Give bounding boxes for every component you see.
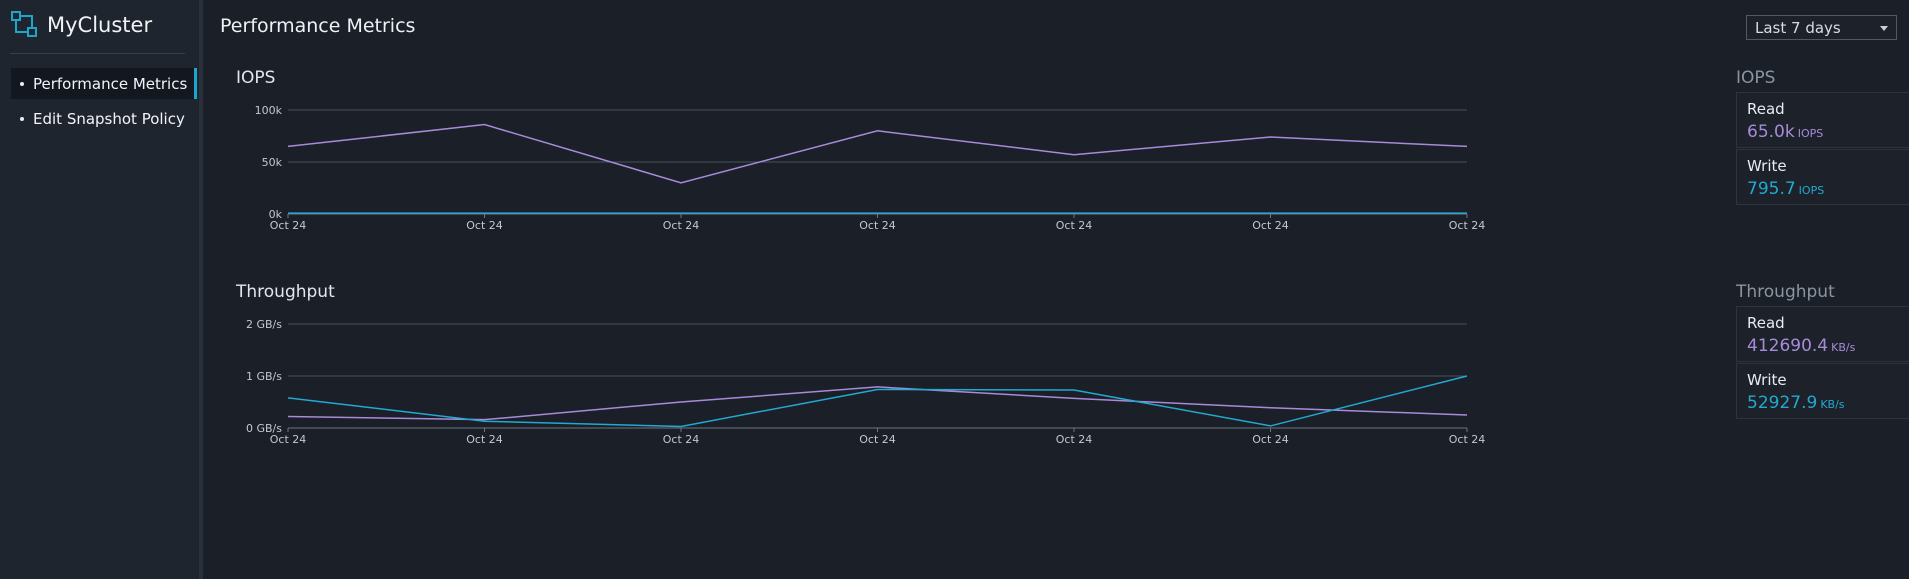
throughput-write-stat: Write 52927.9 KB/s bbox=[1736, 363, 1909, 419]
x-tick-label: Oct 24 bbox=[1252, 219, 1289, 232]
bullet-icon bbox=[20, 116, 24, 121]
caret-down-icon bbox=[1880, 26, 1888, 31]
y-tick-label: 0 GB/s bbox=[246, 422, 282, 435]
stat-value: 795.7 IOPS bbox=[1747, 179, 1909, 199]
sidebar-item-label: Edit Snapshot Policy bbox=[33, 109, 185, 128]
y-tick-label: 50k bbox=[262, 156, 283, 169]
throughput-panel-title: Throughput bbox=[1736, 282, 1835, 302]
x-tick-label: Oct 24 bbox=[663, 219, 700, 232]
iops-chart-title: IOPS bbox=[236, 68, 276, 88]
time-range-value: Last 7 days bbox=[1755, 19, 1841, 37]
stat-unit: KB/s bbox=[1831, 341, 1856, 354]
x-tick-label: Oct 24 bbox=[1449, 433, 1486, 446]
x-tick-label: Oct 24 bbox=[1056, 433, 1093, 446]
iops-write-value: 795.7 bbox=[1747, 179, 1796, 199]
bullet-icon bbox=[20, 81, 24, 86]
series-line-write bbox=[287, 375, 1468, 428]
stat-label: Write bbox=[1747, 371, 1787, 389]
stat-unit: KB/s bbox=[1820, 398, 1845, 411]
series-line-read bbox=[287, 386, 1468, 421]
app-title: MyCluster bbox=[47, 12, 153, 37]
throughput-read-stat: Read 412690.4 KB/s bbox=[1736, 306, 1909, 362]
sidebar: MyCluster Performance Metrics Edit Snaps… bbox=[0, 0, 203, 579]
x-tick-label: Oct 24 bbox=[859, 433, 896, 446]
sidebar-item-performance-metrics[interactable]: Performance Metrics bbox=[11, 68, 197, 99]
iops-summary-panel: IOPS Read 65.0k IOPS Write 795.7 IOPS bbox=[1736, 68, 1909, 206]
sidebar-item-label: Performance Metrics bbox=[33, 74, 188, 93]
throughput-read-value: 412690.4 bbox=[1747, 336, 1829, 356]
time-range-select[interactable]: Last 7 days bbox=[1746, 15, 1897, 40]
x-tick-label: Oct 24 bbox=[270, 219, 307, 232]
x-tick-label: Oct 24 bbox=[466, 219, 503, 232]
iops-panel-title: IOPS bbox=[1736, 68, 1776, 88]
brand[interactable]: MyCluster bbox=[0, 0, 199, 37]
stat-label: Write bbox=[1747, 157, 1787, 175]
stat-value: 52927.9 KB/s bbox=[1747, 393, 1909, 413]
x-tick-label: Oct 24 bbox=[1449, 219, 1486, 232]
x-tick-label: Oct 24 bbox=[1252, 433, 1289, 446]
iops-read-value: 65.0k bbox=[1747, 122, 1795, 142]
stat-unit: IOPS bbox=[1798, 184, 1825, 197]
x-tick-label: Oct 24 bbox=[270, 433, 307, 446]
stat-label: Read bbox=[1747, 100, 1785, 118]
throughput-write-value: 52927.9 bbox=[1747, 393, 1818, 413]
x-tick-label: Oct 24 bbox=[466, 433, 503, 446]
stat-value: 65.0k IOPS bbox=[1747, 122, 1909, 142]
cluster-logo-icon bbox=[11, 11, 37, 37]
main-content: Performance Metrics Last 7 days IOPS 100… bbox=[203, 0, 1909, 579]
y-tick-label: 0k bbox=[269, 208, 283, 221]
throughput-summary-panel: Throughput Read 412690.4 KB/s Write 52927… bbox=[1736, 282, 1909, 420]
throughput-chart-title: Throughput bbox=[236, 282, 335, 302]
page-title: Performance Metrics bbox=[220, 15, 416, 37]
iops-read-stat: Read 65.0k IOPS bbox=[1736, 92, 1909, 148]
x-tick-label: Oct 24 bbox=[1056, 219, 1093, 232]
sidebar-divider bbox=[10, 53, 185, 54]
sidebar-item-edit-snapshot-policy[interactable]: Edit Snapshot Policy bbox=[11, 103, 197, 134]
series-line-read bbox=[287, 123, 1468, 184]
stat-label: Read bbox=[1747, 314, 1785, 332]
iops-write-stat: Write 795.7 IOPS bbox=[1736, 149, 1909, 205]
x-tick-label: Oct 24 bbox=[663, 433, 700, 446]
stat-value: 412690.4 KB/s bbox=[1747, 336, 1909, 356]
y-tick-label: 100k bbox=[255, 104, 283, 117]
stat-unit: IOPS bbox=[1797, 127, 1824, 140]
y-tick-label: 1 GB/s bbox=[246, 370, 282, 383]
x-tick-label: Oct 24 bbox=[859, 219, 896, 232]
y-tick-label: 2 GB/s bbox=[246, 318, 282, 331]
